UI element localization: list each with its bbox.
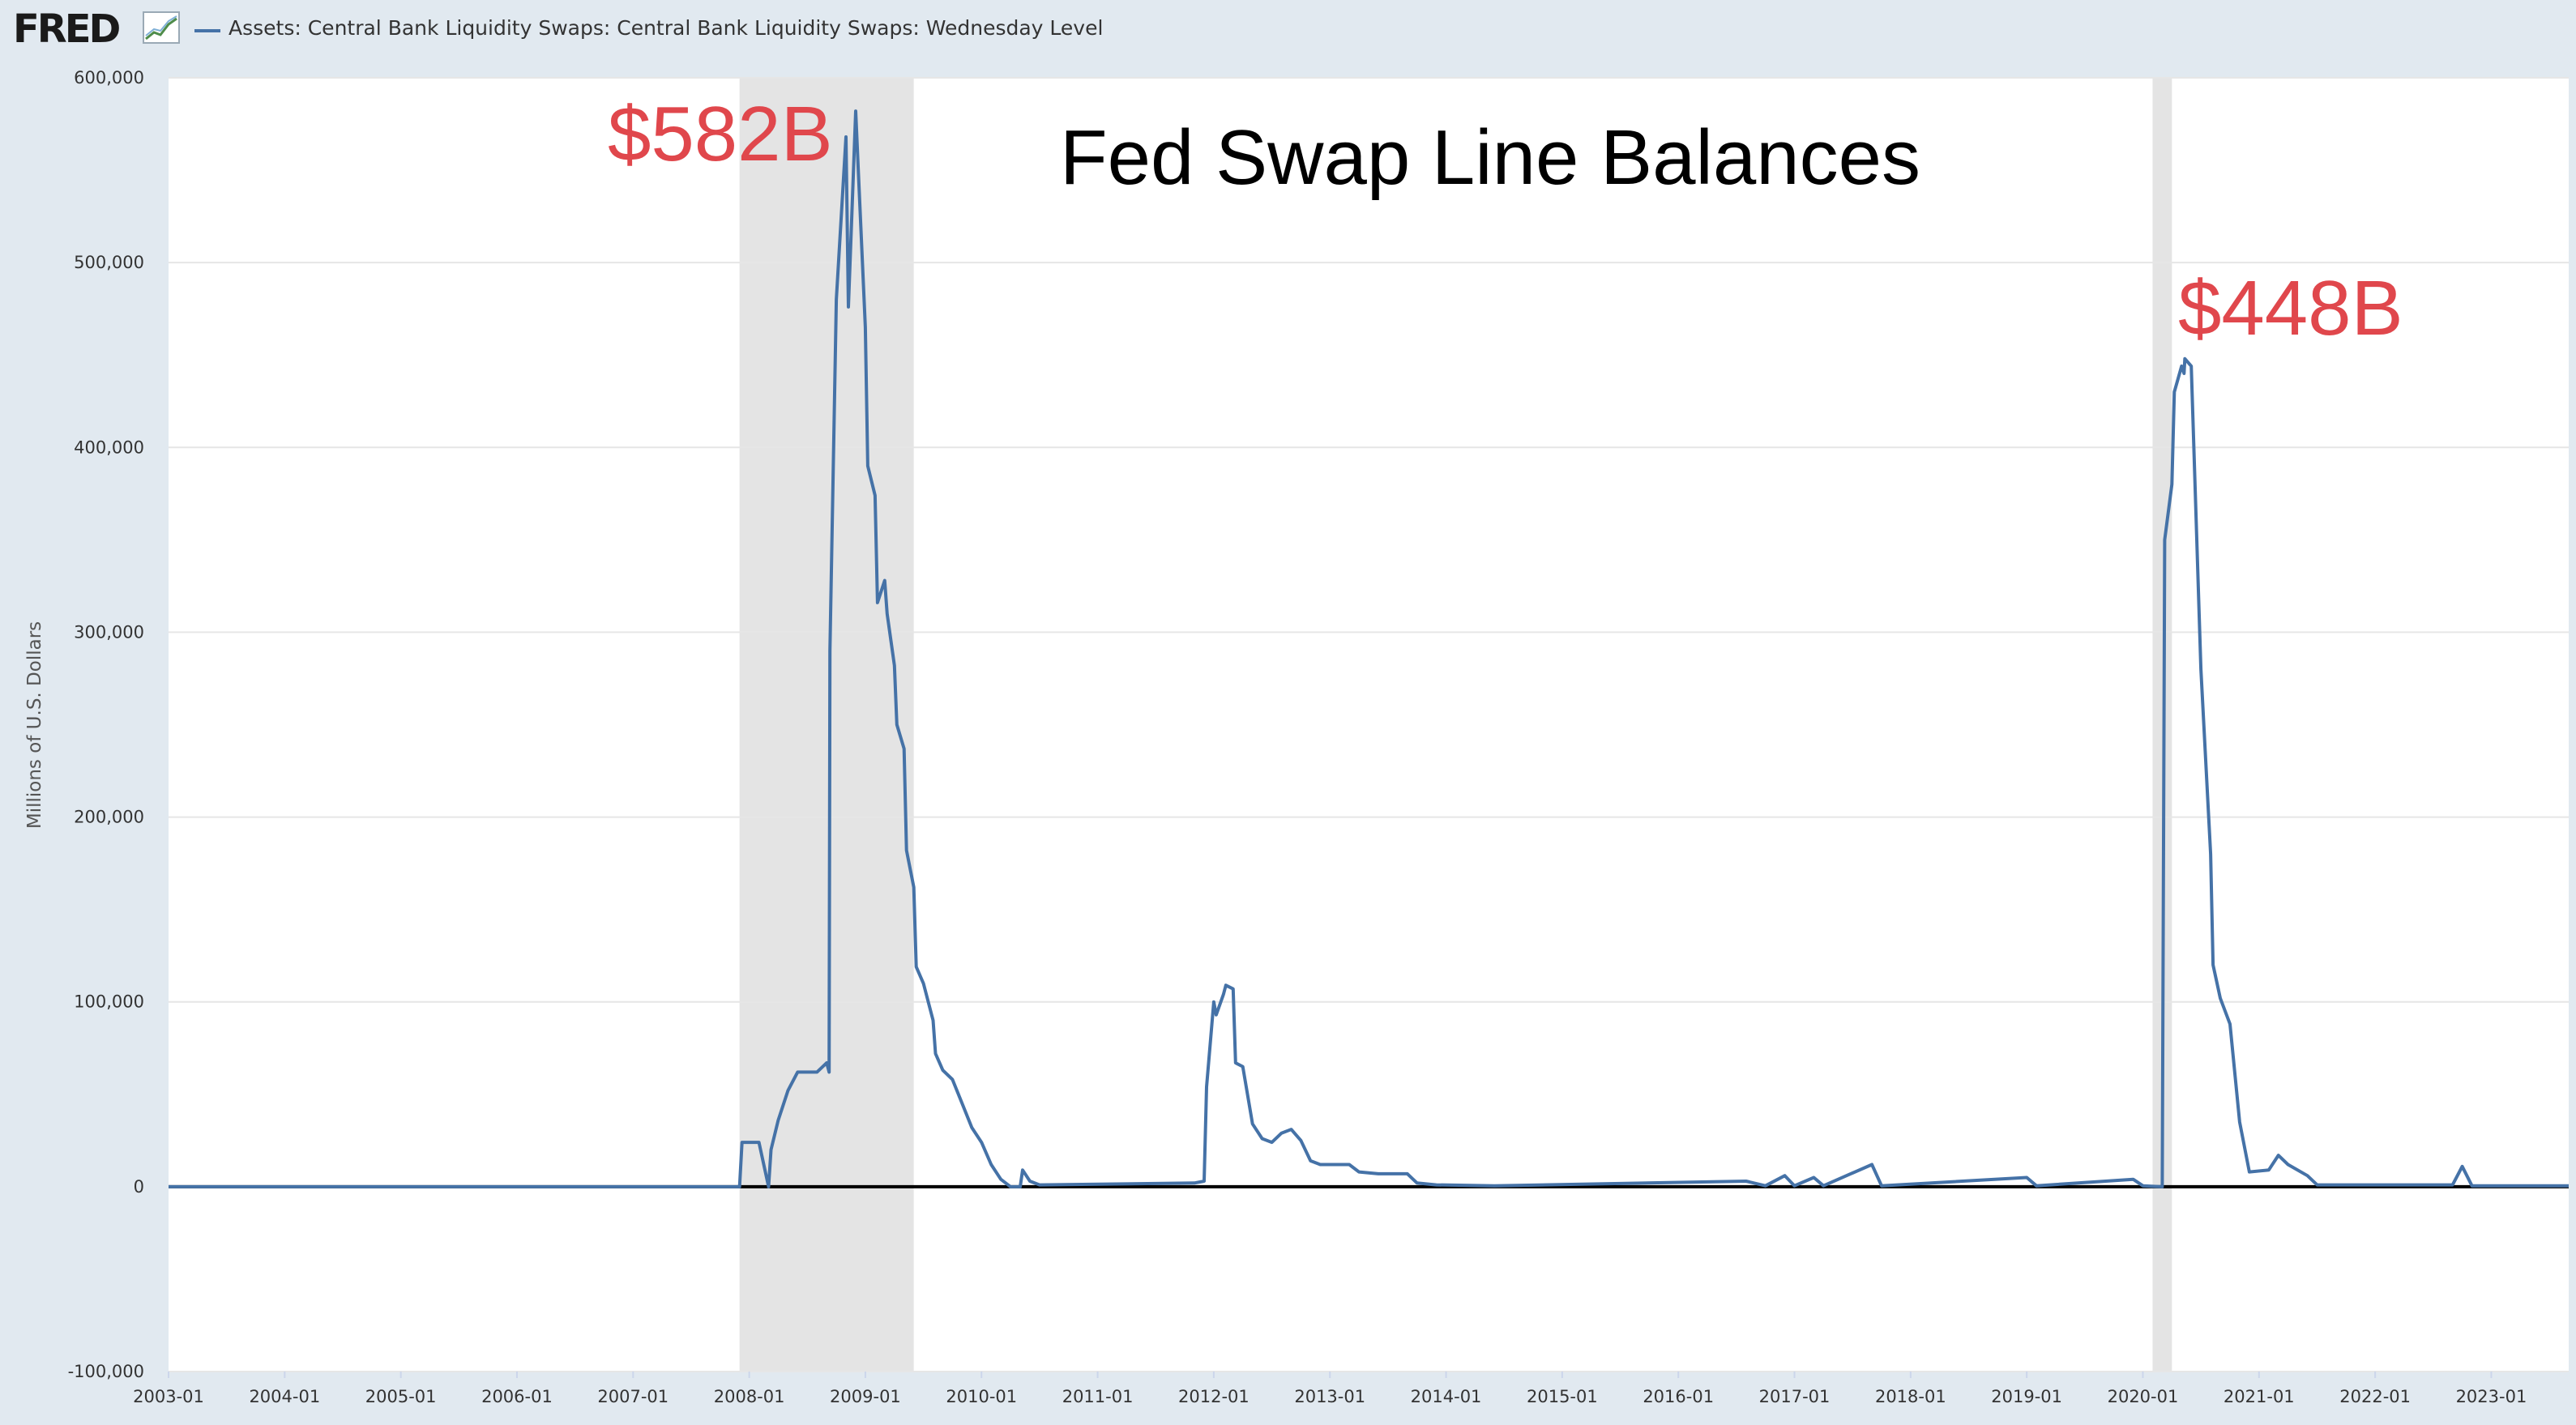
x-axis-ticks: 2003-01 2004-01 2005-01 2006-01 2007-01 2008-… (133, 1372, 2527, 1406)
x-tick-label: 2013-01 (1294, 1387, 1365, 1406)
annotation-label: $448B (2178, 265, 2403, 352)
x-tick-label: 2007-01 (597, 1387, 669, 1406)
y-axis-label: Millions of U.S. Dollars (24, 621, 45, 829)
y-tick-label: 600,000 (74, 68, 144, 87)
fred-logo[interactable]: FRED (13, 6, 121, 52)
chart-title: Fed Swap Line Balances (1060, 114, 1920, 201)
x-tick-label: 2018-01 (1875, 1387, 1946, 1406)
x-tick-label: 2011-01 (1062, 1387, 1134, 1406)
chart-line-icon (143, 11, 180, 44)
annotation-label: $582B (608, 91, 833, 177)
recession-band (739, 78, 914, 1372)
x-tick-label: 2006-01 (481, 1387, 553, 1406)
y-axis-ticks: -100,000 0 100,000 200,000 300,000 400,000 500… (68, 68, 144, 1381)
y-tick-label: 100,000 (74, 992, 144, 1012)
y-tick-label: 0 (134, 1177, 144, 1197)
x-tick-label: 2015-01 (1527, 1387, 1598, 1406)
x-tick-label: 2020-01 (2108, 1387, 2179, 1406)
y-tick-label: 200,000 (74, 808, 144, 827)
series-line[interactable] (169, 109, 2569, 1188)
y-tick-label: 300,000 (74, 622, 144, 642)
x-tick-label: 2008-01 (714, 1387, 785, 1406)
legend-line-swatch (194, 29, 220, 32)
x-tick-label: 2009-01 (830, 1387, 901, 1406)
x-tick-label: 2005-01 (365, 1387, 437, 1406)
x-tick-label: 2021-01 (2224, 1387, 2295, 1406)
x-tick-label: 2023-01 (2456, 1387, 2527, 1406)
annotations: $582B $448B (608, 91, 2403, 352)
legend-series-label[interactable]: Assets: Central Bank Liquidity Swaps: Ce… (229, 16, 1104, 40)
x-tick-label: 2014-01 (1411, 1387, 1482, 1406)
x-tick-label: 2010-01 (946, 1387, 1017, 1406)
x-tick-label: 2017-01 (1759, 1387, 1831, 1406)
x-tick-label: 2003-01 (133, 1387, 204, 1406)
y-tick-label: 500,000 (74, 253, 144, 272)
recession-bands (739, 78, 2172, 1372)
y-tick-label: -100,000 (68, 1362, 144, 1381)
x-tick-label: 2012-01 (1178, 1387, 1250, 1406)
chart-header: FRED Assets: Central Bank Liquidity Swap… (0, 0, 2576, 65)
y-tick-label: 400,000 (74, 437, 144, 457)
recession-band (2152, 78, 2172, 1372)
x-tick-label: 2016-01 (1643, 1387, 1714, 1406)
x-tick-label: 2022-01 (2339, 1387, 2411, 1406)
x-tick-label: 2019-01 (1991, 1387, 2062, 1406)
x-tick-label: 2004-01 (249, 1387, 320, 1406)
